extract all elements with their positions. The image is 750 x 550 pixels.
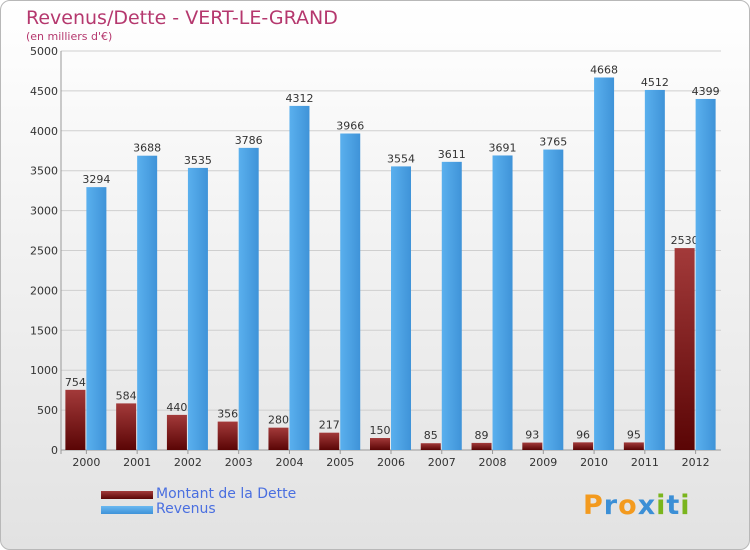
bar-debt xyxy=(471,442,492,450)
data-label-revenus: 4512 xyxy=(641,76,669,89)
bar-debt xyxy=(116,403,137,450)
bar-debt xyxy=(268,427,289,450)
bar-revenus xyxy=(391,166,411,450)
data-label-revenus: 4399 xyxy=(692,85,720,98)
bar-revenus xyxy=(340,133,361,451)
bar-revenus xyxy=(594,77,615,451)
x-tick-label: 2007 xyxy=(428,456,456,469)
bar-revenus xyxy=(441,161,462,450)
data-label-debt: 85 xyxy=(424,429,438,442)
data-label-revenus: 3786 xyxy=(235,134,263,147)
bar-debt xyxy=(420,443,441,450)
x-tick-label: 2010 xyxy=(580,456,608,469)
data-label-debt: 584 xyxy=(116,389,137,402)
logo-letter: i xyxy=(656,490,667,521)
bar-debt xyxy=(370,438,390,450)
data-label-debt: 356 xyxy=(217,408,238,421)
bar-debt xyxy=(674,248,695,450)
bar-revenus xyxy=(695,98,716,450)
y-tick-label: 5000 xyxy=(30,45,58,58)
data-label-debt: 93 xyxy=(525,429,539,442)
y-tick-label: 3000 xyxy=(30,205,58,218)
proxiti-logo: Proxiti xyxy=(583,490,691,521)
bar-revenus xyxy=(86,187,107,450)
bar-debt xyxy=(573,442,594,450)
data-label-revenus: 3535 xyxy=(184,154,212,167)
data-label-revenus: 3611 xyxy=(438,148,466,161)
bar-revenus xyxy=(644,89,665,451)
y-tick-label: 3500 xyxy=(30,165,58,178)
x-tick-label: 2004 xyxy=(275,456,303,469)
logo-letter: t xyxy=(666,490,681,521)
data-label-debt: 440 xyxy=(166,401,187,414)
y-tick-label: 0 xyxy=(51,444,58,457)
legend-label-dette: Montant de la Dette xyxy=(156,486,297,502)
bar-revenus xyxy=(187,167,208,451)
legend-label-revenus: Revenus xyxy=(156,501,216,517)
data-label-debt: 150 xyxy=(370,424,391,437)
x-tick-label: 2006 xyxy=(377,456,405,469)
bar-debt xyxy=(166,414,187,450)
x-tick-label: 2003 xyxy=(225,456,253,469)
data-label-revenus: 3765 xyxy=(539,136,567,149)
data-label-debt: 754 xyxy=(65,376,86,389)
bar-debt xyxy=(65,389,86,450)
data-label-revenus: 4668 xyxy=(590,63,618,76)
logo-letter: r xyxy=(603,490,619,521)
data-label-debt: 2530 xyxy=(671,234,699,247)
data-label-debt: 280 xyxy=(268,414,289,427)
x-tick-label: 2008 xyxy=(479,456,507,469)
legend-swatch-revenus xyxy=(101,506,153,514)
y-tick-label: 4000 xyxy=(30,125,58,138)
y-tick-label: 2000 xyxy=(30,284,58,297)
data-label-revenus: 3691 xyxy=(489,141,517,154)
logo-letter: i xyxy=(680,490,691,521)
legend-swatch-dette xyxy=(101,491,153,499)
x-tick-label: 2005 xyxy=(326,456,354,469)
x-tick-label: 2011 xyxy=(631,456,659,469)
y-tick-label: 1500 xyxy=(30,324,58,337)
data-label-revenus: 3294 xyxy=(82,173,110,186)
bar-revenus xyxy=(137,155,158,450)
bar-debt xyxy=(319,432,340,450)
y-tick-label: 4500 xyxy=(30,85,58,98)
x-tick-label: 2002 xyxy=(174,456,202,469)
y-tick-label: 500 xyxy=(37,404,58,417)
data-label-debt: 95 xyxy=(627,428,641,441)
data-label-revenus: 3688 xyxy=(133,142,161,155)
bar-revenus xyxy=(289,105,310,450)
data-label-revenus: 4312 xyxy=(285,92,313,105)
y-tick-label: 1000 xyxy=(30,364,58,377)
data-label-debt: 89 xyxy=(475,429,489,442)
y-tick-label: 2500 xyxy=(30,245,58,258)
bar-debt xyxy=(623,442,644,450)
bar-revenus xyxy=(543,149,564,451)
data-label-revenus: 3554 xyxy=(387,152,415,165)
logo-letter: P xyxy=(583,490,604,521)
bar-debt xyxy=(217,421,238,450)
bar-debt xyxy=(522,442,543,450)
x-tick-label: 2009 xyxy=(529,456,557,469)
logo-letter: o xyxy=(618,490,638,521)
chart-subtitle: (en milliers d'€) xyxy=(26,30,113,43)
chart-title: Revenus/Dette - VERT-LE-GRAND xyxy=(26,7,338,29)
logo-letter: x xyxy=(637,490,657,521)
data-label-revenus: 3966 xyxy=(336,120,364,133)
x-tick-label: 2012 xyxy=(682,456,710,469)
x-tick-label: 2001 xyxy=(123,456,151,469)
data-label-debt: 217 xyxy=(319,419,340,432)
x-tick-label: 2000 xyxy=(72,456,100,469)
bar-revenus xyxy=(492,155,513,451)
data-label-debt: 96 xyxy=(576,428,590,441)
bar-revenus xyxy=(238,147,259,450)
